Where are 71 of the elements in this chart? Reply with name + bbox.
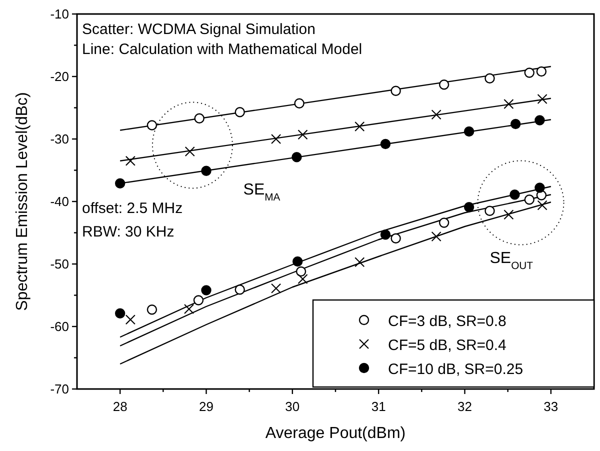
- point: [201, 285, 212, 296]
- point: [390, 233, 401, 244]
- x-tick-label: 28: [112, 399, 128, 414]
- point: [464, 126, 474, 137]
- point: [125, 314, 136, 325]
- point: [270, 283, 282, 294]
- point: [298, 274, 308, 284]
- x-tick-label: 29: [199, 399, 214, 414]
- point: [464, 202, 474, 212]
- point: [524, 68, 534, 78]
- annotation: Line: Calculation with Mathematical Model: [82, 41, 362, 58]
- annotation: RBW: 30 KHz: [82, 224, 174, 240]
- point: [193, 295, 204, 306]
- point: [114, 178, 126, 188]
- point: [380, 138, 391, 150]
- y-tick-label: -50: [50, 256, 69, 272]
- point: [125, 156, 136, 166]
- point: [270, 134, 282, 144]
- point: [431, 231, 442, 242]
- point: [146, 304, 158, 315]
- x-axis-title: Average Pout(dBm): [265, 425, 406, 442]
- point: [537, 94, 548, 104]
- y-tick-label: -30: [50, 132, 69, 146]
- point: [184, 304, 194, 314]
- point: [534, 115, 545, 126]
- point: [146, 120, 158, 130]
- x-tick-label: 33: [544, 399, 558, 414]
- point: [354, 257, 365, 268]
- point: [292, 256, 303, 267]
- y-tick-label: -70: [50, 382, 69, 396]
- point: [298, 130, 308, 140]
- point: [438, 218, 450, 228]
- point: [234, 284, 245, 295]
- point: [234, 107, 245, 118]
- y-tick-label: -60: [50, 319, 69, 334]
- point: [194, 113, 204, 124]
- point: [438, 80, 450, 90]
- point: [510, 118, 521, 130]
- point: [354, 121, 365, 132]
- legend-label: CF=3 dB, SR=0.8: [388, 313, 506, 330]
- point: [484, 206, 495, 216]
- point: [484, 73, 495, 84]
- point: [184, 146, 195, 157]
- point: [504, 98, 514, 110]
- point: [524, 194, 534, 205]
- legend-label: CF=5 dB, SR=0.4: [388, 337, 506, 354]
- point: [296, 266, 306, 277]
- point: [390, 86, 401, 96]
- x-tick-label: 31: [371, 399, 386, 414]
- point: [292, 152, 302, 162]
- y-tick-label: -20: [50, 69, 69, 84]
- point: [294, 98, 304, 108]
- annotation: Scatter: WCDMA Signal Simulation: [82, 21, 316, 38]
- annotation: SE$_{OUT}$: [490, 250, 534, 272]
- x-tick-label: 30: [285, 399, 300, 414]
- x-tick-label: 32: [458, 399, 472, 414]
- point: [201, 166, 212, 176]
- annotation: SE$_{MA}$: [243, 182, 280, 204]
- y-tick-label: -40: [50, 194, 69, 209]
- point: [114, 308, 126, 318]
- point: [534, 182, 545, 193]
- legend-label: CF=10 dB, SR=0.25: [388, 361, 524, 378]
- point: [504, 210, 514, 220]
- y-tick-label: -10: [50, 6, 69, 22]
- point: [536, 66, 547, 77]
- point: [510, 190, 520, 200]
- point: [380, 230, 391, 240]
- y-axis-title: Spectrum Emission Level(dBc): [14, 92, 31, 311]
- annotation: offset: 2.5 MHz: [82, 200, 183, 217]
- point: [431, 110, 442, 120]
- point: [537, 200, 548, 210]
